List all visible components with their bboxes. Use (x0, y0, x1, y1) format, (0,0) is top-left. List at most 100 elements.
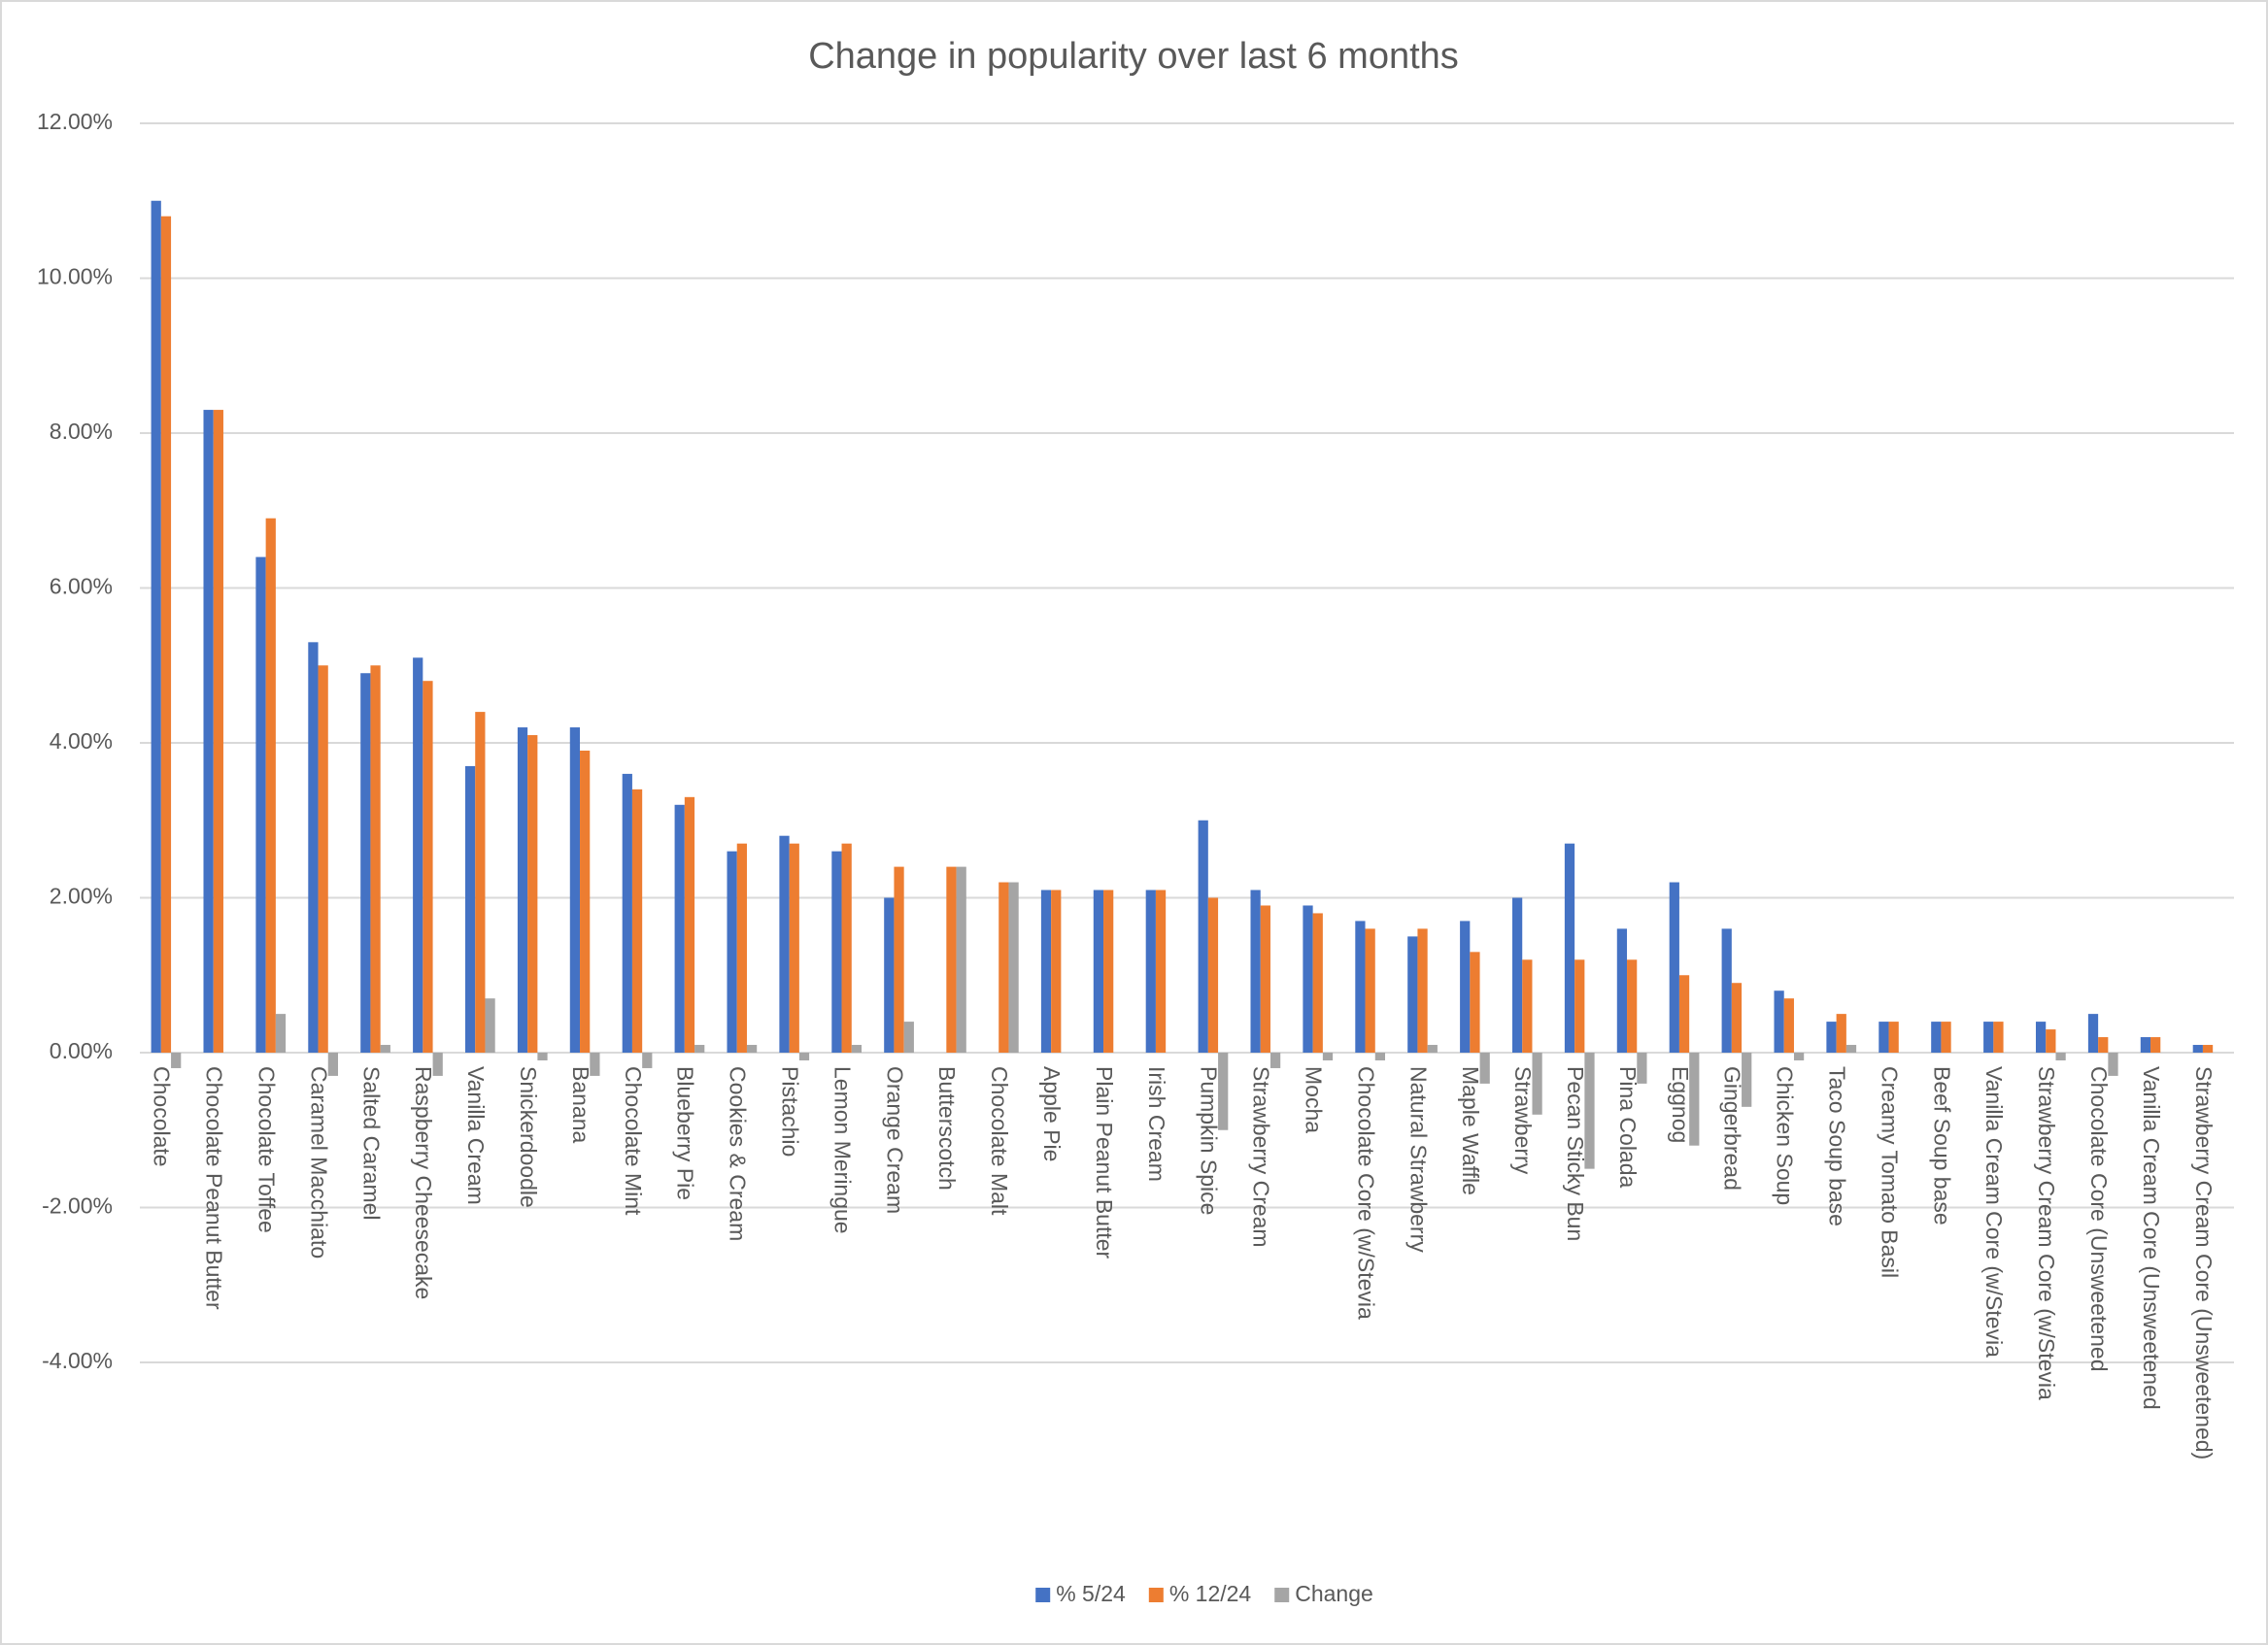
x-tick-label: Cookies & Cream (726, 1066, 751, 1241)
x-tick-label: Chocolate Mint (621, 1066, 646, 1216)
bar (569, 727, 581, 1053)
bar (1845, 1045, 1857, 1053)
legend-swatch (1148, 1588, 1164, 1602)
x-tick-label: Eggnog (1668, 1066, 1693, 1143)
bar (1678, 975, 1690, 1053)
x-tick-label: Snickerdoodle (516, 1066, 541, 1208)
bar (160, 216, 172, 1053)
bar (255, 556, 266, 1053)
bar (1783, 998, 1794, 1053)
x-tick-label: Chocolate Peanut Butter (202, 1066, 227, 1310)
chart-title: Change in popularity over last 6 months (808, 36, 1459, 77)
legend-swatch (1274, 1588, 1290, 1602)
bar (1941, 1022, 1951, 1053)
x-tick-label: Pecan Sticky Bun (1563, 1066, 1588, 1241)
bar (308, 642, 319, 1053)
y-tick-label: 10.00% (37, 264, 113, 289)
y-tick-label: 12.00% (37, 109, 113, 134)
bar (1355, 921, 1366, 1053)
bar (674, 804, 685, 1053)
bar (464, 765, 476, 1053)
bar (1888, 1022, 1899, 1053)
bar (2150, 1037, 2161, 1053)
bar (1511, 897, 1523, 1053)
bar (999, 882, 1009, 1053)
x-tick-label: Creamy Tomato Basil (1877, 1066, 1902, 1278)
bar (631, 789, 643, 1053)
bar (1532, 1053, 1542, 1115)
legend-label: Change (1295, 1581, 1373, 1606)
bar (527, 735, 538, 1053)
bar (2087, 1014, 2099, 1053)
bar (265, 518, 276, 1053)
bar (642, 1053, 653, 1068)
bar (1269, 1053, 1281, 1068)
bar (1322, 1053, 1334, 1060)
x-tick-label: Pumpkin Spice (1197, 1066, 1222, 1215)
bar (694, 1045, 705, 1053)
x-tick-label: Orange Cream (882, 1066, 907, 1214)
bar (537, 1053, 548, 1060)
x-tick-label: Vanilla Cream (463, 1066, 489, 1205)
bar (2202, 1045, 2214, 1053)
bar (485, 998, 495, 1053)
bar (2046, 1029, 2056, 1053)
bar (380, 1045, 390, 1053)
bar (1303, 905, 1313, 1053)
bar (1584, 1053, 1595, 1169)
x-tick-label: Apple Pie (1039, 1066, 1065, 1161)
bar (798, 1053, 810, 1060)
bar (727, 851, 737, 1053)
bar (894, 866, 904, 1053)
x-tick-label: Banana (568, 1066, 593, 1144)
bar (1826, 1022, 1837, 1053)
bar (475, 712, 486, 1053)
legend-label: % 12/24 (1169, 1581, 1252, 1606)
bar (432, 1053, 443, 1076)
legend-item: Change (1274, 1581, 1373, 1606)
bar (580, 750, 591, 1053)
bar (1470, 952, 1480, 1053)
bar (622, 773, 632, 1053)
legend-swatch (1035, 1588, 1051, 1602)
y-tick-label: 6.00% (50, 574, 113, 599)
bar (1365, 928, 1375, 1053)
bar (1669, 882, 1679, 1053)
bar (1627, 959, 1638, 1053)
bar (1198, 820, 1208, 1053)
x-tick-label: Chicken Soup (1773, 1066, 1798, 1205)
y-tick-label: -2.00% (42, 1193, 113, 1219)
bar (2108, 1053, 2118, 1076)
x-tick-label: Salted Caramel (358, 1066, 384, 1221)
bar (318, 665, 328, 1053)
y-tick-label: 4.00% (50, 728, 113, 754)
bar (2098, 1037, 2109, 1053)
x-tick-label: Irish Cream (1144, 1066, 1169, 1182)
bar (1731, 983, 1743, 1053)
bar (360, 673, 371, 1053)
bar (1774, 990, 1784, 1053)
x-tick-label: Pistachio (778, 1066, 803, 1157)
bar (1637, 1053, 1647, 1084)
bar (684, 796, 695, 1053)
legend-item: % 5/24 (1035, 1581, 1126, 1606)
bar (1993, 1022, 2004, 1053)
x-tick-label: Vanilla Cream Core (Unsweetened (2139, 1066, 2164, 1410)
bar (1260, 905, 1270, 1053)
x-tick-label: Vanilla Cream Core (w/Stevia (1981, 1066, 2007, 1358)
bar (1983, 1022, 1994, 1053)
x-tick-label: Chocolate Toffee (254, 1066, 280, 1233)
bar (1008, 882, 1019, 1053)
x-tick-label: Mocha (1302, 1066, 1327, 1133)
bar (2055, 1053, 2066, 1060)
bar (2140, 1037, 2151, 1053)
y-tick-label: 2.00% (50, 884, 113, 909)
bar (1312, 913, 1323, 1053)
bar (884, 897, 895, 1053)
bar (903, 1022, 914, 1053)
x-tick-label: Natural Strawberry (1405, 1066, 1431, 1253)
bar (1250, 890, 1261, 1053)
x-tick-label: Lemon Meringue (829, 1066, 855, 1234)
x-tick-label: Gingerbread (1720, 1066, 1745, 1191)
